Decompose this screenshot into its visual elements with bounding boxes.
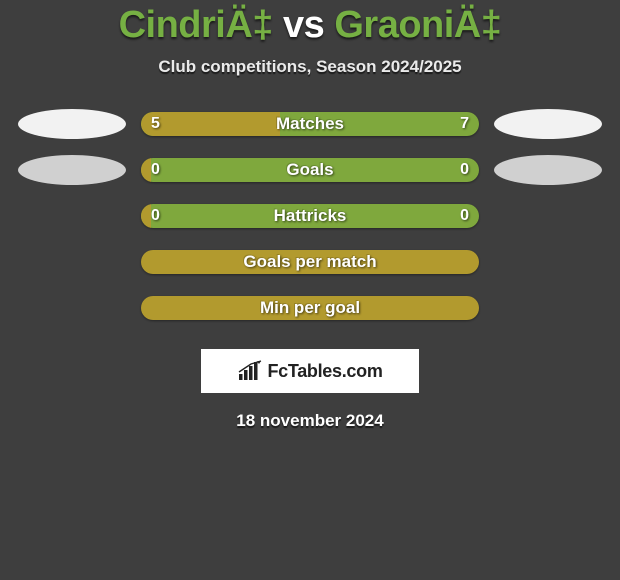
brand-box[interactable]: FcTables.com — [201, 349, 419, 393]
stat-bar: 00Goals — [141, 158, 479, 182]
date-text: 18 november 2024 — [0, 411, 620, 431]
stat-label: Goals — [141, 160, 479, 180]
stat-row: Goals per match — [0, 239, 620, 285]
stat-label: Goals per match — [141, 252, 479, 272]
stat-bar: 00Hattricks — [141, 204, 479, 228]
vs-text: vs — [273, 4, 334, 46]
stat-row: 00Hattricks — [0, 193, 620, 239]
team-oval-right — [494, 109, 602, 139]
team-oval-left — [18, 155, 126, 185]
chart-icon — [237, 360, 263, 382]
team-oval-right — [494, 155, 602, 185]
stat-bar: 57Matches — [141, 112, 479, 136]
stats-rows: 57Matches 00Goals 00Hattricks Goals per mat… — [0, 101, 620, 331]
stat-row: 57Matches — [0, 101, 620, 147]
subtitle: Club competitions, Season 2024/2025 — [0, 57, 620, 77]
stat-bar: Goals per match — [141, 250, 479, 274]
page-title: CindriÄ‡ vs GraoniÄ‡ — [0, 4, 620, 47]
stat-row: Min per goal — [0, 285, 620, 331]
brand-inner: FcTables.com — [237, 360, 382, 382]
player-b-name: GraoniÄ‡ — [334, 4, 501, 46]
stat-row: 00Goals — [0, 147, 620, 193]
stat-label: Matches — [141, 114, 479, 134]
stat-label: Hattricks — [141, 206, 479, 226]
infographic-container: CindriÄ‡ vs GraoniÄ‡ Club competitions, … — [0, 4, 620, 580]
team-oval-left — [18, 109, 126, 139]
stat-bar: Min per goal — [141, 296, 479, 320]
player-a-name: CindriÄ‡ — [119, 4, 273, 46]
brand-text: FcTables.com — [267, 361, 382, 382]
stat-label: Min per goal — [141, 298, 479, 318]
